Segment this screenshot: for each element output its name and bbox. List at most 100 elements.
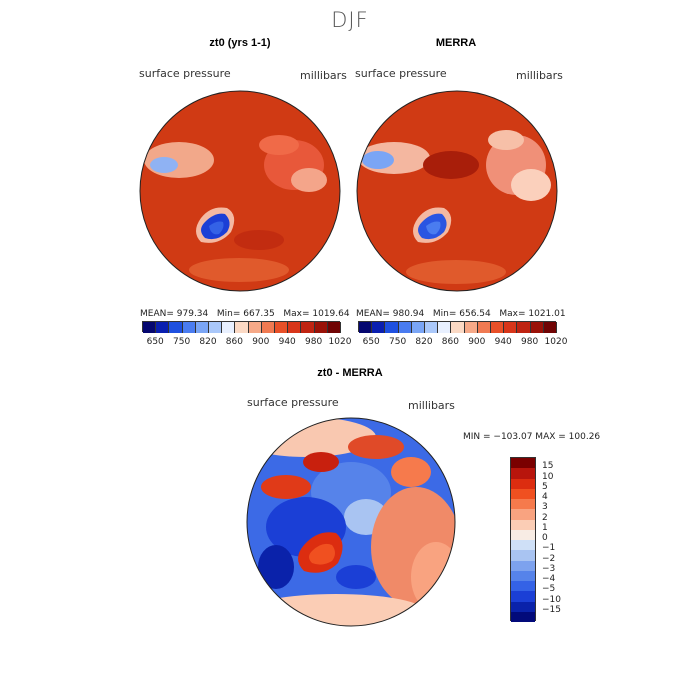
diff-colorbar-box — [511, 591, 535, 602]
right-colorbar-box — [425, 322, 439, 333]
diff-colorbar-tick: 0 — [542, 533, 548, 543]
left-colorbar-box — [222, 322, 236, 333]
left-variable-label: surface pressure — [139, 67, 231, 80]
left-colorbar-box — [248, 322, 262, 333]
right-colorbar-box — [411, 322, 425, 333]
left-colorbar-box — [169, 322, 183, 333]
left-colorbar — [142, 321, 341, 333]
right-min-label: Min= — [432, 309, 457, 319]
right-colorbar-tick: 820 — [415, 337, 433, 347]
right-colorbar-box — [491, 322, 505, 333]
right-colorbar-ticks: 650 750 820 860 900 940 980 1020 — [358, 337, 568, 349]
left-colorbar-tick: 860 — [225, 337, 243, 347]
diff-colorbar-tick: −1 — [542, 543, 556, 554]
diff-colorbar-tick: 10 — [542, 471, 554, 482]
right-colorbar-box — [438, 322, 452, 333]
left-colorbar-box — [182, 322, 196, 333]
diff-colorbar-tick: −10 — [542, 594, 561, 605]
left-colorbar-box — [261, 322, 275, 333]
left-colorbar-box — [195, 322, 209, 333]
left-colorbar-ticks: 650 750 820 860 900 940 980 1020 — [142, 337, 352, 349]
right-colorbar-box — [451, 322, 465, 333]
left-panel-title: zt0 (yrs 1-1) — [209, 37, 271, 49]
diff-colorbar-box — [511, 478, 535, 489]
left-colorbar-box — [288, 322, 302, 333]
diff-colorbar-box — [511, 468, 535, 479]
left-mean-value: 979.34 — [176, 309, 209, 319]
right-colorbar-box — [530, 322, 544, 333]
left-colorbar-box — [235, 322, 249, 333]
left-colorbar-box — [301, 322, 315, 333]
diff-colorbar-box — [511, 509, 535, 520]
right-stats: MEAN= 980.94 Min= 656.54 Max= 1021.01 — [356, 309, 566, 319]
left-colorbar-box — [275, 322, 289, 333]
left-max-value: 1019.64 — [312, 309, 350, 319]
right-colorbar-box — [517, 322, 531, 333]
right-colorbar-tick: 980 — [521, 337, 539, 347]
left-units-label: millibars — [300, 69, 347, 82]
right-colorbar-tick: 940 — [494, 337, 512, 347]
diff-colorbar — [510, 457, 536, 622]
diff-colorbar-box — [511, 519, 535, 530]
diff-colorbar-tick: 1 — [542, 522, 548, 533]
diff-colorbar-box — [511, 499, 535, 510]
right-colorbar-tick: 900 — [468, 337, 486, 347]
diff-colorbar-tick: 15 — [542, 461, 554, 472]
left-colorbar-tick: 940 — [278, 337, 296, 347]
right-colorbar-box — [398, 322, 412, 333]
right-colorbar-box — [385, 322, 399, 333]
diff-colorbar-tick: −15 — [542, 604, 561, 615]
diff-colorbar-ticks: 15 10 5 4 3 2 1 0 −1 −2 −3 −4 −5 −10 −15 — [542, 457, 582, 621]
right-colorbar-tick: 1020 — [544, 337, 568, 347]
diff-colorbar-tick: 3 — [542, 502, 548, 513]
left-colorbar-tick: 900 — [252, 337, 270, 347]
diff-colorbar-tick: 5 — [542, 481, 548, 492]
season-title: DJF — [331, 8, 369, 32]
diff-colorbar-box — [511, 529, 535, 540]
diff-colorbar-tick: −5 — [542, 584, 556, 595]
right-colorbar-box — [477, 322, 491, 333]
left-min-label: Min= — [216, 309, 241, 319]
right-colorbar-tick: 860 — [441, 337, 459, 347]
right-max-value: 1021.01 — [528, 309, 566, 319]
right-variable-label: surface pressure — [355, 67, 447, 80]
left-colorbar-box — [327, 322, 341, 333]
left-colorbar-tick: 820 — [199, 337, 217, 347]
right-mean-value: 980.94 — [392, 309, 425, 319]
right-colorbar-box — [372, 322, 386, 333]
right-colorbar-tick: 750 — [389, 337, 407, 347]
diff-panel-title: zt0 - MERRA — [317, 367, 383, 379]
left-colorbar-tick: 980 — [305, 337, 323, 347]
right-units-label: millibars — [516, 69, 563, 82]
right-panel-title: MERRA — [435, 37, 477, 49]
diff-colorbar-box — [511, 570, 535, 581]
right-mean-label: MEAN= — [356, 309, 390, 319]
diff-units-label: millibars — [408, 399, 455, 412]
diff-colorbar-tick: −2 — [542, 553, 556, 564]
right-colorbar-box — [464, 322, 478, 333]
right-colorbar — [358, 321, 557, 333]
diff-colorbar-box — [511, 488, 535, 499]
diff-colorbar-tick: −3 — [542, 563, 556, 574]
diff-colorbar-tick: −4 — [542, 574, 556, 584]
diff-colorbar-box — [511, 601, 535, 612]
left-colorbar-box — [156, 322, 170, 333]
right-min-value: 656.54 — [459, 309, 491, 319]
left-colorbar-tick: 750 — [173, 337, 191, 347]
left-mean-label: MEAN= — [140, 309, 174, 319]
left-polar-map — [139, 90, 341, 292]
right-colorbar-box — [543, 322, 557, 333]
left-stats: MEAN= 979.34 Min= 667.35 Max= 1019.64 — [140, 309, 350, 319]
left-colorbar-tick: 650 — [146, 337, 164, 347]
left-min-value: 667.35 — [243, 309, 275, 319]
right-colorbar-box — [504, 322, 518, 333]
diff-colorbar-box — [511, 458, 535, 469]
left-colorbar-box — [314, 322, 328, 333]
right-colorbar-tick: 650 — [362, 337, 380, 347]
left-colorbar-tick: 1020 — [328, 337, 352, 347]
right-polar-map — [356, 90, 558, 292]
right-colorbar-box — [359, 322, 373, 333]
left-max-label: Max= — [283, 309, 310, 319]
diff-colorbar-tick: 4 — [542, 492, 548, 502]
diff-variable-label: surface pressure — [247, 396, 339, 409]
